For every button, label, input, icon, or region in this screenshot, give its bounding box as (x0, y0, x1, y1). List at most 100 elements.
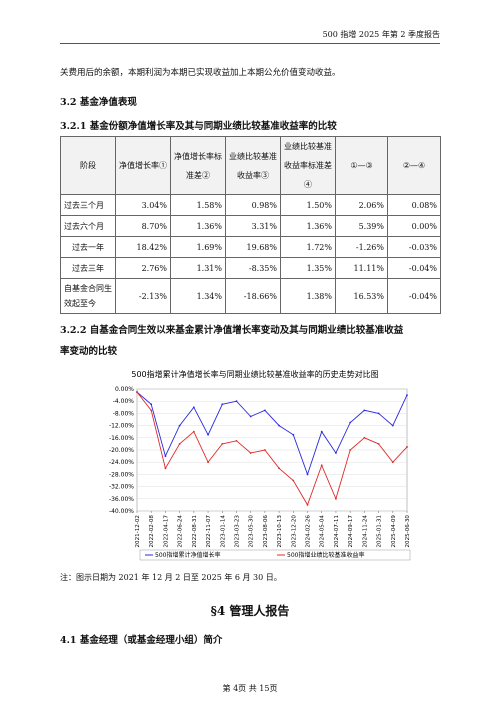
x-tick-label: 2022-04-17 (163, 515, 169, 548)
x-tick-label: 2023-05-30 (249, 515, 255, 548)
data-point (150, 409, 153, 412)
y-tick-label: -40.00% (109, 508, 134, 515)
header-cell-benchmark-return: 业绩比较基准收益率③ (225, 136, 281, 195)
series-line-1 (136, 391, 408, 476)
cell-value: -1.26% (335, 236, 388, 258)
section-3-2-2-heading-line2: 率变动的比较 (60, 346, 118, 357)
y-tick-label: -16.00% (109, 435, 134, 442)
data-point (349, 449, 352, 451)
data-point (221, 443, 224, 445)
legend-entry: 500指增累计净值增长率 (155, 551, 220, 559)
cell-value: 1.69% (170, 236, 226, 258)
x-tick-label: 2024-09-17 (348, 515, 354, 548)
cell-value: 11.11% (335, 257, 388, 279)
data-point (249, 452, 252, 454)
cell-value: 0.08% (387, 194, 441, 216)
cell-value: -8.35% (225, 257, 281, 279)
data-point (406, 446, 408, 448)
data-point (377, 412, 380, 415)
data-point (335, 452, 337, 454)
header-cell-diff-1-3: ①—③ (335, 136, 388, 195)
header-cell-benchmark-std: 业绩比较基准收益率标准差④ (280, 136, 336, 195)
y-tick-label: -4.00% (113, 398, 135, 405)
x-tick-label: 2025-01-31 (377, 515, 383, 548)
data-point (292, 433, 295, 436)
header-title: 500 指增 2025 年第 2 季度报告 (322, 30, 440, 39)
x-tick-label: 2022-11-07 (206, 515, 212, 548)
legend-entry: 500指增业绩比较基准收益率 (287, 551, 364, 559)
data-point (207, 433, 209, 436)
table-row: 过去三年 2.76% 1.31% -8.35% 1.35% 11.11% -0.… (60, 257, 441, 279)
data-point (164, 467, 167, 470)
x-tick-label: 2023-12-20 (291, 515, 297, 548)
section-4-heading: §4 管理人报告 (210, 604, 290, 618)
y-tick-label: -12.00% (109, 423, 134, 430)
data-point (377, 443, 380, 445)
cell-value: 5.39% (335, 215, 388, 237)
data-point (391, 461, 394, 464)
x-tick-label: 2022-06-24 (178, 515, 184, 548)
data-point (363, 436, 366, 439)
cell-stage: 过去一年 (60, 236, 116, 258)
cell-value: 1.72% (280, 236, 336, 258)
x-tick-label: 2023-01-14 (220, 515, 226, 548)
cell-value: 0.98% (225, 194, 281, 216)
x-tick-label: 2024-05-04 (320, 515, 326, 548)
data-point (164, 455, 167, 457)
y-tick-label: -28.00% (109, 471, 134, 478)
cell-value: 19.68% (225, 236, 281, 258)
cell-stage: 过去三年 (60, 257, 116, 279)
x-tick-label: 2025-04-09 (391, 515, 397, 548)
table-row: 过去一年 18.42% 1.69% 19.68% 1.72% -1.26% -0… (60, 236, 441, 258)
section-3-2-2-heading-line1: 3.2.2 自基金合同生效以来基金累计净值增长率变动及其与同期业绩比较基准收益 (60, 325, 404, 336)
x-tick-label: 2024-11-24 (362, 515, 368, 548)
y-tick-label: -24.00% (109, 459, 134, 466)
data-point (192, 406, 195, 409)
performance-table: 阶段 净值增长率① 净值增长率标准差② 业绩比较基准收益率③ 业绩比较基准收益率… (60, 136, 441, 314)
series-line-2 (136, 391, 408, 506)
cell-value: 1.36% (280, 215, 336, 237)
x-tick-label: 2023-08-06 (263, 515, 269, 548)
cell-value: 1.31% (170, 257, 226, 279)
data-point (235, 400, 238, 403)
cell-value: 1.58% (170, 194, 226, 216)
y-tick-label: 0.00% (115, 386, 134, 393)
data-point (363, 409, 366, 412)
table-row: 过去三个月 3.04% 1.58% 0.98% 1.50% 2.06% 0.08… (60, 194, 441, 216)
x-tick-label: 2023-03-23 (234, 515, 240, 548)
data-point (335, 497, 337, 500)
cell-value: 2.76% (115, 257, 171, 279)
data-point (391, 424, 394, 427)
legend-box (139, 549, 411, 561)
data-point (320, 430, 323, 433)
y-tick-label: -32.00% (109, 484, 134, 491)
cell-value: 0.00% (387, 215, 441, 237)
header-cell-nav-growth: 净值增长率① (115, 136, 171, 195)
data-point (263, 409, 266, 412)
cell-value: 16.53% (335, 278, 388, 314)
data-point (249, 415, 252, 418)
section-4-1-heading: 4.1 基金经理（或基金经理小组）简介 (60, 635, 223, 646)
cell-value: -2.13% (115, 278, 171, 314)
x-tick-label: 2022-08-31 (192, 515, 198, 548)
data-point (136, 391, 138, 393)
cell-stage: 过去六个月 (60, 215, 116, 237)
cell-value: -0.04% (387, 278, 441, 314)
cell-value: 8.70% (115, 215, 171, 237)
data-point (235, 439, 238, 442)
data-point (278, 424, 281, 427)
cell-value: -0.04% (387, 257, 441, 279)
table-row: 自基金合同生效起至今 -2.13% 1.34% -18.66% 1.38% 16… (60, 278, 441, 314)
cell-value: -0.03% (387, 236, 441, 258)
intro-text: 关费用后的余额，本期利润为本期已实现收益加上本期公允价值变动收益。 (60, 68, 341, 78)
x-tick-label: 2024-02-26 (306, 515, 312, 548)
data-point (306, 473, 309, 476)
cell-value: 1.36% (170, 215, 226, 237)
y-tick-label: -36.00% (109, 496, 134, 503)
page-header: 500 指增 2025 年第 2 季度报告 (60, 29, 440, 44)
data-point (320, 464, 323, 467)
data-point (263, 449, 266, 451)
cell-value: 1.35% (280, 257, 336, 279)
data-point (406, 394, 408, 396)
data-point (150, 403, 153, 406)
